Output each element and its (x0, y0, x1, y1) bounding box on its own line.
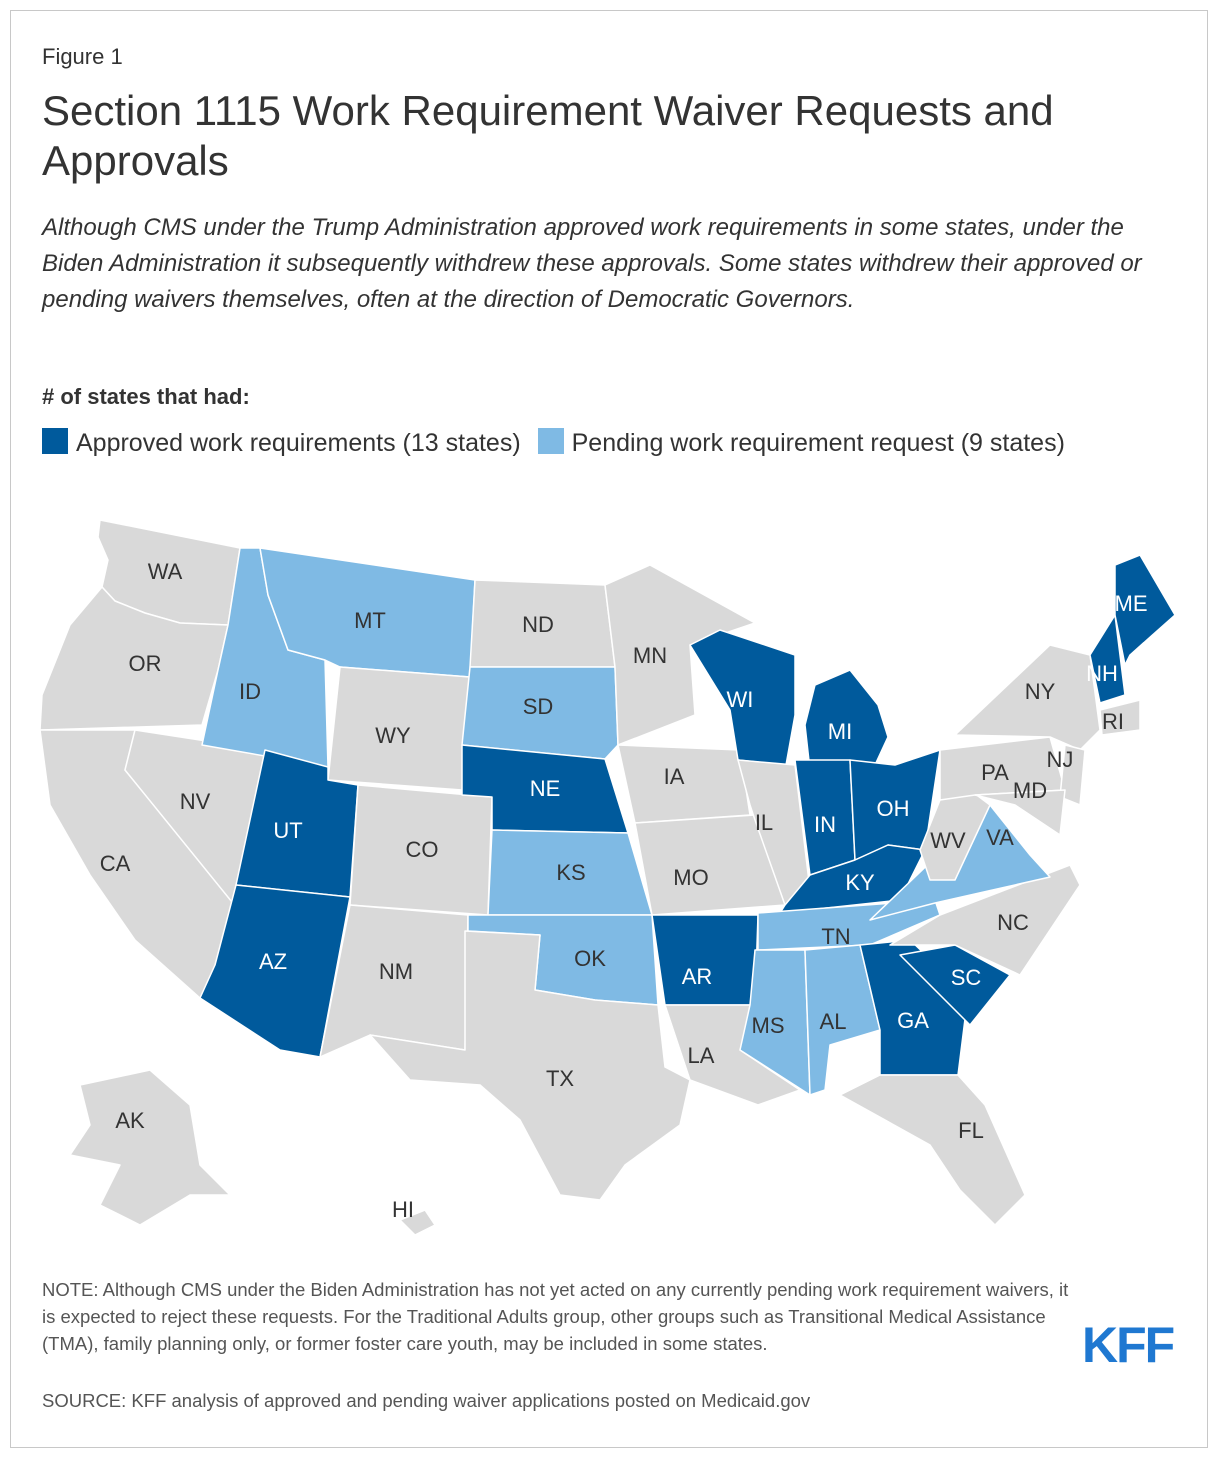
legend-item-pending: Pending work requirement request (9 stat… (537, 428, 1065, 457)
state-NC[interactable] (889, 864, 1081, 976)
state-label-WA: WA (148, 559, 183, 584)
legend-label-approved: Approved work requirements (13 states) (76, 429, 521, 457)
legend-swatch-approved (42, 428, 68, 454)
state-label-MT: MT (354, 608, 386, 633)
us-map: WA OR CA NV ID MT WY UT AZ CO NM ND SD NE KS OK TX MN IA MO… (40, 519, 1176, 1236)
state-label-NY: NY (1025, 679, 1056, 704)
legend-swatch-pending (537, 428, 564, 454)
state-label-MN: MN (633, 643, 667, 668)
state-label-NM: NM (379, 959, 413, 984)
state-label-NC: NC (997, 910, 1029, 935)
chart-subtitle: Although CMS under the Trump Administrat… (42, 214, 1142, 313)
state-label-AR: AR (682, 964, 713, 989)
state-MN[interactable] (604, 564, 756, 746)
state-label-OH: OH (877, 796, 910, 821)
state-label-IL: IL (755, 810, 773, 835)
state-label-LA: LA (688, 1043, 715, 1068)
state-NJ[interactable] (1059, 744, 1086, 806)
state-TX[interactable] (369, 930, 691, 1201)
state-FL[interactable] (839, 1074, 1026, 1226)
state-label-VA: VA (986, 825, 1014, 850)
state-label-NJ: NJ (1047, 747, 1074, 772)
state-label-MD: MD (1013, 778, 1047, 803)
note-text: NOTE: Although CMS under the Biden Admin… (42, 1279, 1069, 1354)
state-label-AZ: AZ (259, 949, 287, 974)
state-label-IA: IA (664, 764, 685, 789)
state-label-WV: WV (930, 828, 966, 853)
kff-logo: KFF (1082, 1317, 1175, 1373)
state-label-TX: TX (546, 1066, 574, 1091)
state-label-ID: ID (239, 679, 261, 704)
state-label-MO: MO (673, 865, 708, 890)
state-WI[interactable] (689, 629, 796, 766)
chart-title: Section 1115 Work Requirement Waiver Req… (42, 87, 1054, 184)
state-label-PA: PA (981, 760, 1009, 785)
state-label-AK: AK (115, 1108, 145, 1133)
state-label-OR: OR (129, 651, 162, 676)
state-label-GA: GA (897, 1008, 929, 1033)
state-label-HI: HI (392, 1197, 414, 1222)
state-label-MI: MI (828, 719, 852, 744)
legend-item-approved: Approved work requirements (13 states) (42, 428, 521, 457)
state-label-NE: NE (530, 776, 561, 801)
legend-heading: # of states that had: (42, 384, 250, 409)
state-label-TN: TN (821, 924, 850, 949)
state-NY[interactable] (954, 644, 1101, 751)
state-label-KY: KY (845, 870, 875, 895)
state-HI[interactable] (399, 1209, 436, 1236)
state-label-SD: SD (523, 694, 554, 719)
state-AK[interactable] (69, 1069, 231, 1226)
state-label-UT: UT (273, 818, 302, 843)
state-label-CA: CA (100, 851, 131, 876)
state-AR[interactable] (651, 914, 759, 1006)
figure-label: Figure 1 (42, 44, 123, 69)
state-ME[interactable] (1114, 554, 1176, 666)
state-label-NV: NV (180, 789, 211, 814)
state-RI[interactable] (1099, 699, 1141, 736)
state-label-WI: WI (727, 687, 754, 712)
state-SD[interactable] (461, 666, 619, 760)
state-label-CO: CO (406, 837, 439, 862)
state-label-OK: OK (574, 946, 606, 971)
state-label-ME: ME (1115, 591, 1148, 616)
state-label-IN: IN (814, 812, 836, 837)
state-label-AL: AL (820, 1009, 847, 1034)
state-label-ND: ND (522, 612, 554, 637)
state-label-FL: FL (958, 1118, 984, 1143)
legend-label-pending: Pending work requirement request (9 stat… (571, 429, 1065, 457)
source-text: SOURCE: KFF analysis of approved and pen… (42, 1390, 811, 1411)
state-MD[interactable] (974, 789, 1066, 836)
state-label-SC: SC (951, 965, 982, 990)
state-SC[interactable] (899, 944, 1011, 1026)
state-MI[interactable] (804, 669, 889, 771)
state-NH[interactable] (1089, 614, 1126, 704)
legend: Approved work requirements (13 states) P… (42, 424, 1122, 462)
state-label-MS: MS (752, 1013, 785, 1038)
state-label-KS: KS (556, 860, 585, 885)
state-label-NH: NH (1086, 661, 1118, 686)
figure-frame (10, 10, 1208, 1448)
state-MS[interactable] (739, 949, 811, 1096)
state-label-WY: WY (375, 723, 411, 748)
state-label-RI: RI (1102, 709, 1124, 734)
